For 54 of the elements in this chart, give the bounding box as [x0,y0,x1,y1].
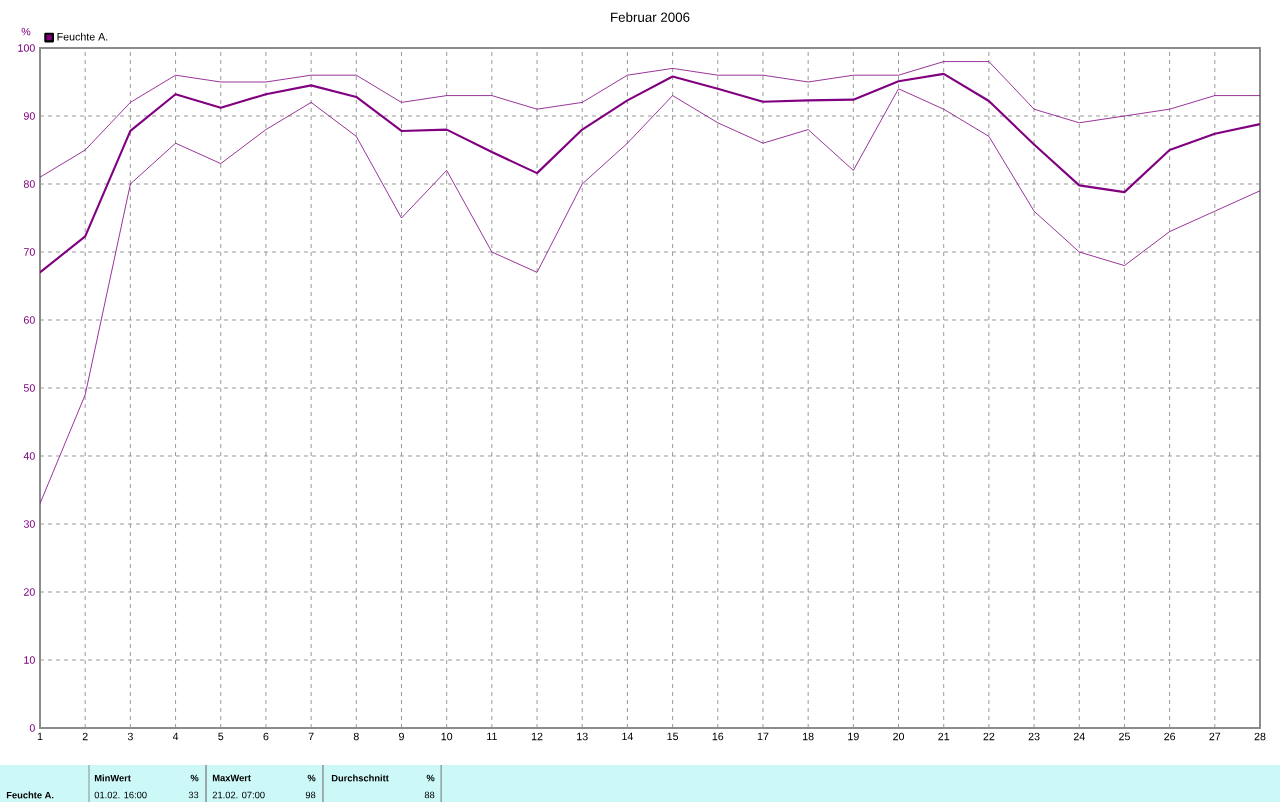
text: MaxWert [212,774,251,782]
text: Feuchte A. [6,791,54,799]
chart-title: Februar 2006 [611,12,690,23]
x-tick-label: 12 [531,732,543,741]
x-tick-label: 9 [399,732,404,741]
x-tick-label: 25 [1119,732,1130,741]
text: % [190,774,199,782]
x-tick-label: 22 [983,732,995,741]
x-tick-label: 5 [218,732,224,741]
x-tick-label: 4 [172,732,179,741]
text: 88 [424,791,435,799]
x-tick-label: 21 [938,732,950,741]
y-tick-label: 70 [23,248,35,256]
text: 98 [305,791,316,799]
x-tick-label: 11 [487,732,497,741]
x-tick-label: 10 [441,732,453,741]
y-tick-label: 0 [29,724,35,732]
y-axis-title: % [21,27,31,36]
y-tick-label: 30 [23,520,35,528]
text: Durchschnitt [331,774,389,782]
y-tick-label: 60 [23,316,35,324]
text: % [307,774,316,782]
x-tick-label: 8 [353,732,359,741]
text: % [426,774,435,782]
x-tick-label: 6 [263,732,269,741]
x-tick-label: 7 [308,732,314,741]
y-tick-label: 50 [23,384,35,392]
x-tick-label: 15 [667,732,679,741]
y-tick-label: 40 [23,452,35,460]
y-tick-label: 100 [18,44,35,52]
text: 01.02. 16:00 [94,791,147,799]
x-tick-label: 13 [577,732,588,741]
x-tick-label: 17 [757,732,769,741]
x-tick-label: 26 [1164,732,1176,741]
x-tick-label: 18 [803,732,814,741]
x-tick-label: 20 [893,732,905,741]
text: MinWert [94,774,131,782]
legend-label: Feuchte A. [57,32,108,41]
x-tick-label: 16 [712,732,724,741]
x-tick-label: 14 [622,732,634,741]
text: 33 [188,791,199,799]
x-tick-label: 27 [1209,732,1221,741]
y-tick-label: 10 [24,656,35,664]
x-tick-label: 23 [1028,732,1040,741]
x-tick-label: 2 [82,732,88,741]
x-tick-label: 28 [1254,732,1266,741]
x-tick-label: 24 [1073,732,1085,741]
x-tick-label: 3 [127,732,133,741]
text: 21.02. 07:00 [212,791,265,799]
x-tick-label: 1 [37,732,43,741]
y-tick-label: 80 [23,180,35,188]
y-tick-label: 90 [23,112,35,120]
y-tick-label: 20 [23,588,35,596]
x-tick-label: 19 [848,732,859,741]
